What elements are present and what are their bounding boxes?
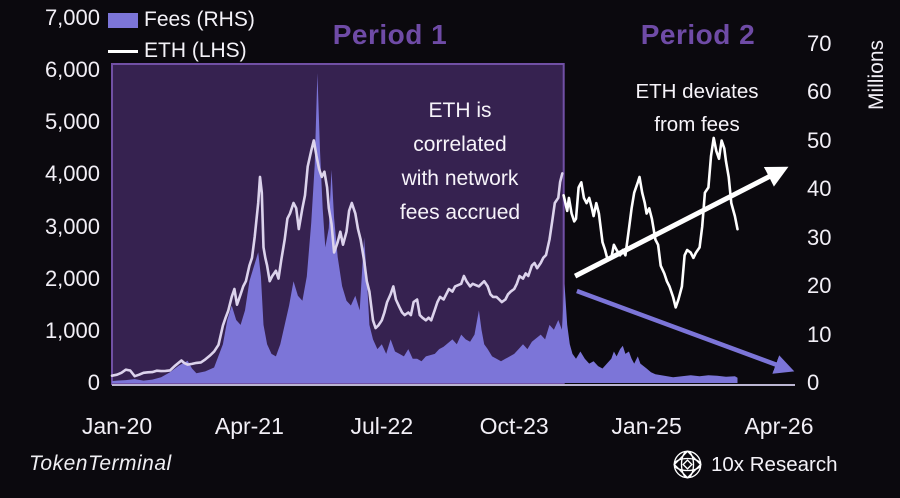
right-axis-tick: 10	[807, 321, 832, 347]
eth-line-period2	[562, 136, 739, 309]
eth-trend-up-arrow	[573, 166, 789, 279]
right-axis-tick: 50	[807, 127, 832, 153]
correlation-annotation-line: correlated	[413, 133, 507, 156]
left-axis-tick: 6,000	[44, 57, 100, 83]
tokenterminal-logo: TokenTerminal	[29, 452, 172, 475]
eth-line-swatch-icon	[108, 49, 138, 53]
right-axis-tick: 60	[807, 79, 832, 105]
deviation-annotation-line: from fees	[654, 113, 740, 136]
right-axis-tick: 30	[807, 224, 832, 250]
tenx-research-brand: 10x Research	[672, 449, 837, 480]
legend-item-fees: Fees (RHS)	[108, 8, 255, 32]
right-axis-tick: 40	[807, 176, 832, 202]
left-axis-tick: 2,000	[44, 265, 100, 291]
legend-item-eth: ETH (LHS)	[108, 39, 255, 63]
correlation-annotation-line: ETH is	[428, 99, 492, 122]
right-axis-title: Millions	[865, 40, 888, 111]
x-axis-tick: Apr-26	[744, 413, 814, 439]
correlation-annotation-line: fees accrued	[399, 201, 521, 224]
wireframe-globe-icon	[673, 450, 702, 479]
x-axis-tick: Jan-25	[611, 413, 682, 439]
fees-swatch-icon	[108, 12, 138, 28]
period1-title: Period 1	[332, 19, 448, 50]
left-axis-tick: 4,000	[44, 161, 100, 187]
x-axis-tick: Jul-22	[350, 413, 414, 439]
left-axis-tick: 5,000	[44, 109, 100, 135]
legend-eth-label: ETH (LHS)	[144, 39, 247, 62]
tenx-research-label: 10x Research	[711, 452, 838, 476]
correlation-annotation-line: with network	[401, 167, 519, 190]
right-axis-tick: 0	[807, 370, 820, 395]
deviation-annotation-line: ETH deviates	[635, 80, 759, 103]
x-axis-tick: Oct-23	[479, 413, 549, 439]
deviation-annotation: ETH deviates from fees	[592, 75, 802, 141]
left-axis-tick: 0	[87, 370, 100, 395]
left-axis-tick: 1,000	[44, 317, 100, 343]
right-axis-tick: 70	[807, 31, 832, 56]
x-axis-tick: Jan-20	[81, 413, 153, 439]
right-axis-tick: 20	[807, 273, 832, 299]
left-axis-tick: 7,000	[44, 5, 100, 30]
legend-fees-label: Fees (RHS)	[144, 8, 255, 31]
period2-title: Period 2	[640, 19, 756, 50]
correlation-annotation: ETH is correlated with network fees accr…	[352, 94, 568, 230]
left-axis-tick: 3,000	[44, 213, 100, 239]
x-axis-tick: Apr-21	[214, 413, 284, 439]
eth-line-period1	[110, 139, 564, 378]
fees-trend-down-arrow	[576, 288, 795, 374]
legend: Fees (RHS) ETH (LHS)	[108, 8, 255, 63]
